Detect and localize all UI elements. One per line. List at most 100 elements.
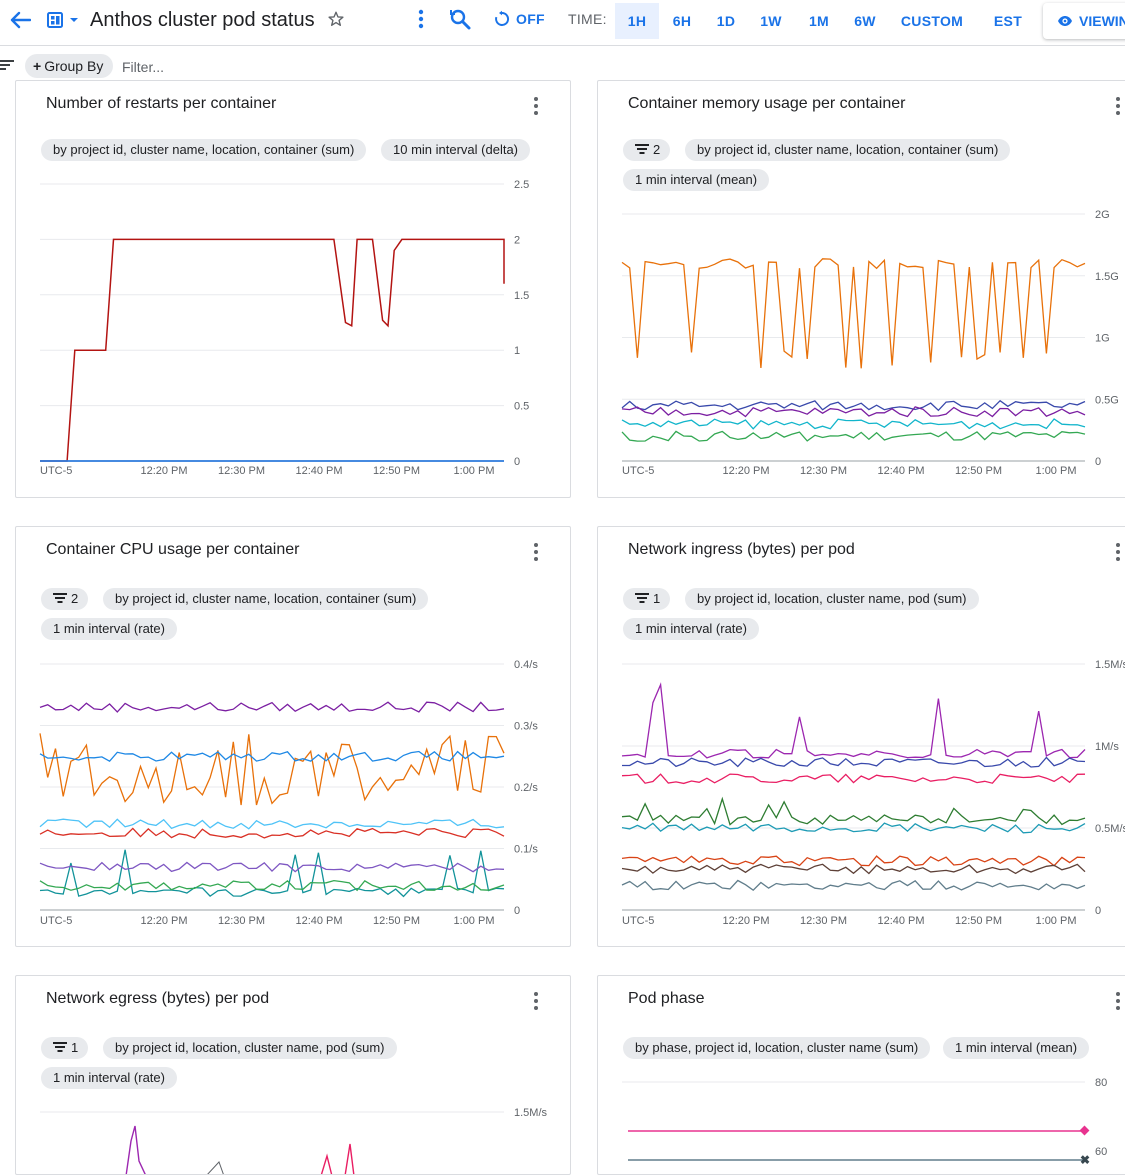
plus-icon: + [33,58,42,74]
series-line [621,418,1086,430]
card-menu-icon[interactable] [1108,541,1125,563]
group-by-chip[interactable]: by project id, cluster name, location, c… [103,588,429,610]
card-menu-icon[interactable] [526,541,546,563]
filter-list-icon[interactable] [0,58,16,72]
series-line [39,818,505,830]
timezone-selector[interactable]: EST [993,13,1023,29]
viewing-mode-button[interactable]: VIEWIN [1043,3,1125,39]
interval-chip[interactable]: 1 min interval (rate) [623,618,759,640]
filter-input[interactable] [122,57,422,77]
chart-title: Container memory usage per container [628,95,906,112]
y-tick-label: 0 [1095,905,1101,917]
series-line [621,682,1086,759]
filter-count-chip[interactable]: 1 [41,1037,89,1059]
group-by-label: Group By [44,58,104,74]
time-option-1h[interactable]: 1H [615,3,659,39]
x-tick-label: 12:30 PM [218,465,265,477]
dashboard-picker-button[interactable] [44,8,82,32]
x-tick-label: 12:30 PM [800,465,847,477]
filter-count-chip[interactable]: 2 [623,139,671,161]
viewing-mode-label: VIEWIN [1079,13,1125,29]
group-by-chip[interactable]: by project id, location, cluster name, p… [685,588,979,610]
zoom-reset-icon[interactable] [446,6,474,32]
x-tick-label: 12:20 PM [140,465,187,477]
card-menu-icon[interactable] [1108,990,1125,1012]
chart-card-restarts: Number of restarts per container by proj… [15,80,571,498]
group-by-chip[interactable]: by phase, project id, location, cluster … [623,1037,931,1059]
time-option-1w[interactable]: 1W [760,13,782,29]
card-menu-icon[interactable] [526,95,546,117]
y-tick-label: 0.1/s [514,844,538,856]
series-line [39,750,505,763]
caret-down-icon [70,18,78,22]
chart-title: Network egress (bytes) per pod [46,990,270,1007]
time-option-1d[interactable]: 1D [716,13,736,29]
filter-count: 2 [71,591,79,606]
series-line [207,1161,224,1174]
card-menu-icon[interactable] [526,990,546,1012]
star-icon[interactable] [326,9,346,29]
group-by-chip[interactable]: by project id, location, cluster name, p… [103,1037,397,1059]
filter-count-chip[interactable]: 2 [41,588,89,610]
x-tick-label: 12:20 PM [140,915,187,927]
y-tick-label: 0 [514,905,520,917]
eye-icon [1058,16,1072,26]
auto-refresh-label[interactable]: OFF [516,11,545,27]
time-option-6w[interactable]: 6W [854,13,876,29]
time-option-custom[interactable]: CUSTOM [900,13,964,29]
more-vert-icon[interactable] [411,7,431,31]
y-tick-label: 1.5G [1095,271,1119,283]
series-line [621,258,1086,369]
x-tick-label: 12:30 PM [800,915,847,927]
interval-chip[interactable]: 10 min interval (delta) [381,139,530,161]
filter-count-chip[interactable]: 1 [623,588,671,610]
dashboard-icon [47,12,63,28]
chart-title: Container CPU usage per container [46,541,300,558]
y-tick-label: 1.5M/s [1095,659,1125,671]
series-marker: ✖ [1080,1153,1090,1167]
filter-count: 2 [653,142,661,157]
x-tick-label: 12:50 PM [373,465,420,477]
page-title: Anthos cluster pod status [90,9,315,31]
series-line [621,863,1086,875]
chart-title: Pod phase [628,990,705,1007]
x-tick-label: UTC-5 [40,915,72,927]
chart-card-pod-phase: Pod phase by phase, project id, location… [597,975,1125,1175]
group-by-button[interactable]: + Group By [25,54,114,78]
card-menu-icon[interactable] [1108,95,1125,117]
x-tick-label: 1:00 PM [1036,915,1077,927]
filter-lines-icon [53,1042,67,1052]
chart-plot: 0 0.5G 1G 1.5G 2G UTC-5 12:20 PM 12:30 PM 12:40 … [621,209,1119,477]
y-tick-label: 0.4/s [514,659,538,671]
auto-refresh-icon[interactable] [492,8,512,30]
series-line [621,773,1086,785]
chart-plot: 0 0.1/s 0.2/s 0.3/s 0.4/s UTC-5 12:20 PM 12:30 … [39,659,538,927]
x-tick-label: 12:20 PM [722,465,769,477]
y-tick-label: 0 [514,456,520,468]
x-tick-label: 12:50 PM [955,465,1002,477]
filter-lines-icon [635,144,649,154]
series-line [621,822,1086,834]
chart-card-network-ingress: Network ingress (bytes) per pod 1 by pro… [597,526,1125,947]
x-tick-label: 12:40 PM [295,915,342,927]
y-tick-label: 0.3/s [514,721,538,733]
group-by-chip[interactable]: by project id, cluster name, location, c… [41,139,367,161]
chart-card-memory: Container memory usage per container 2 b… [597,80,1125,498]
time-option-1m[interactable]: 1M [808,13,830,29]
series-line [621,855,1086,867]
x-tick-label: 1:00 PM [454,915,495,927]
interval-chip[interactable]: 1 min interval (mean) [943,1037,1090,1059]
y-tick-label: 2.5 [514,179,529,191]
x-tick-label: 12:20 PM [722,915,769,927]
x-tick-label: 12:30 PM [218,915,265,927]
group-by-chip[interactable]: by project id, cluster name, location, c… [685,139,1011,161]
interval-chip[interactable]: 1 min interval (rate) [41,1067,177,1089]
time-option-6h[interactable]: 6H [672,13,692,29]
x-tick-label: 1:00 PM [1036,465,1077,477]
interval-chip[interactable]: 1 min interval (mean) [623,169,770,191]
back-arrow-icon[interactable] [6,8,34,32]
interval-chip[interactable]: 1 min interval (rate) [41,618,177,640]
filter-bar: + Group By [0,47,1125,85]
chart-plot: 1.5M/s [40,1107,548,1174]
series-line [621,399,1086,412]
